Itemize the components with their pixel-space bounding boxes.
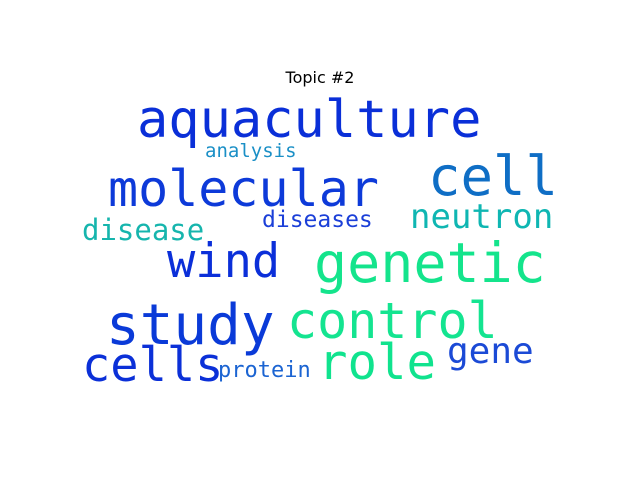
word-analysis: analysis (205, 140, 297, 162)
word-cells: cells (82, 338, 224, 393)
word-diseases: diseases (262, 207, 373, 233)
word-study: study (106, 293, 275, 358)
word-molecular: molecular (108, 160, 379, 218)
word-wind: wind (167, 234, 281, 289)
word-neutron: neutron (410, 197, 554, 237)
word-disease: disease (82, 213, 205, 247)
word-protein: protein (218, 358, 311, 383)
word-aquaculture: aquaculture (137, 90, 482, 150)
chart-title: Topic #2 (285, 68, 355, 87)
word-role: role (318, 334, 437, 391)
word-control: control (287, 292, 498, 350)
word-genetic: genetic (314, 231, 546, 295)
word-cell: cell (428, 145, 559, 208)
word-gene: gene (447, 331, 534, 372)
